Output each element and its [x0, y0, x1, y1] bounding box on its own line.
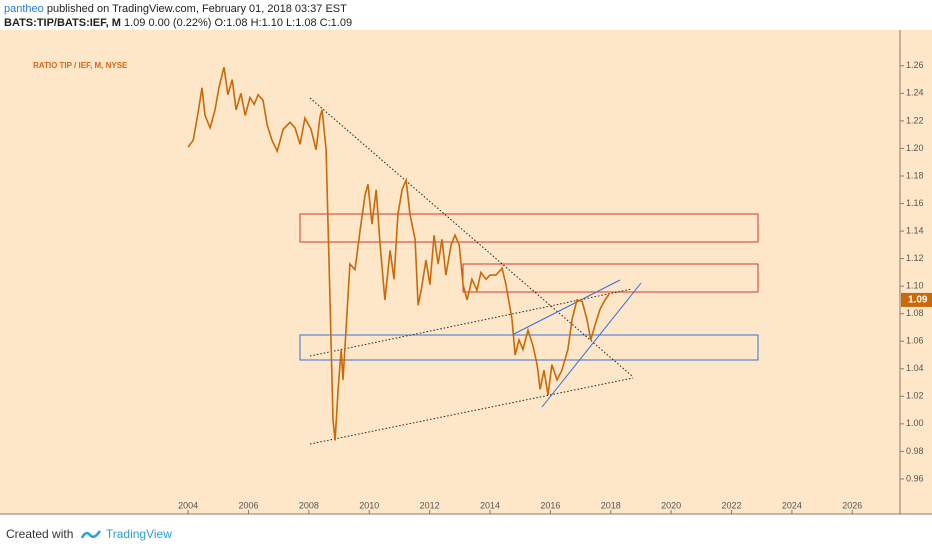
trendline	[309, 97, 633, 377]
trendline	[309, 377, 634, 445]
y-tick-label: 1.18	[906, 170, 924, 180]
price-marker	[901, 292, 932, 307]
y-tick-label: 1.00	[906, 418, 924, 428]
footer: Created with TradingView	[6, 526, 172, 541]
axis-background	[900, 30, 932, 514]
x-tick-label: 2014	[480, 500, 500, 510]
x-tick-label: 2026	[842, 500, 862, 510]
header: pantheo published on TradingView.com, Fe…	[4, 2, 352, 30]
price-line	[187, 67, 610, 441]
x-tick-label: 2006	[238, 500, 258, 510]
y-tick-label: 1.14	[906, 225, 924, 235]
price-marker-label: 1.09	[908, 295, 928, 306]
author[interactable]: pantheo	[4, 3, 44, 15]
x-tick-label: 2018	[601, 500, 621, 510]
quote: 1.09 0.00 (0.22%) O:1.08 H:1.10 L:1.08 C…	[123, 17, 353, 29]
y-tick-label: 1.24	[906, 88, 924, 98]
created: Created with	[6, 527, 74, 541]
y-tick-label: 1.16	[906, 198, 924, 208]
symbol: BATS:TIP/BATS:IEF, M	[4, 17, 121, 29]
y-tick-label: 0.98	[906, 446, 924, 456]
y-tick-label: 1.20	[906, 143, 924, 153]
x-tick-label: 2016	[540, 500, 560, 510]
x-tick-label: 2020	[661, 500, 681, 510]
y-tick-label: 1.06	[906, 336, 924, 346]
y-tick-label: 1.10	[906, 281, 924, 291]
trendline	[511, 279, 621, 336]
x-tick-label: 2024	[782, 500, 802, 510]
published: published on TradingView.com, February 0…	[46, 3, 347, 15]
brand[interactable]: TradingView	[105, 527, 172, 541]
zone	[299, 213, 759, 243]
annotation: RATIO TIP / IEF, M, NYSE	[33, 61, 128, 70]
y-tick-label: 0.96	[906, 473, 924, 483]
x-tick-label: 2004	[178, 500, 198, 510]
x-tick-label: 2010	[359, 500, 379, 510]
x-tick-label: 2012	[420, 500, 440, 510]
trendline	[541, 282, 642, 408]
y-tick-label: 1.12	[906, 253, 924, 263]
y-tick-label: 1.04	[906, 363, 924, 373]
y-tick-label: 1.22	[906, 115, 924, 125]
y-tick-label: 1.02	[906, 391, 924, 401]
logo	[80, 530, 101, 539]
plot-background	[0, 30, 900, 514]
y-tick-label: 1.26	[906, 60, 924, 70]
x-tick-label: 2022	[722, 500, 742, 510]
x-tick-label: 2008	[299, 500, 319, 510]
y-tick-label: 1.08	[906, 308, 924, 318]
